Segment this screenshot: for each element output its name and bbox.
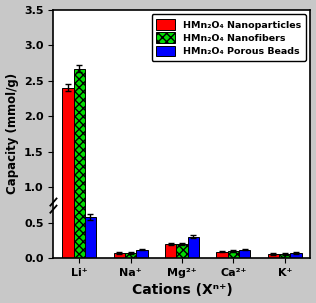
Bar (165, 244, 176, 258)
Bar (279, 254, 290, 258)
Bar (239, 250, 250, 258)
Bar (216, 252, 228, 258)
Bar (62, 88, 74, 258)
Bar (85, 217, 96, 258)
Bar (290, 253, 302, 258)
Legend: HMn₂O₄ Nanoparticles, HMn₂O₄ Nanofibers, HMn₂O₄ Porous Beads: HMn₂O₄ Nanoparticles, HMn₂O₄ Nanofibers,… (152, 14, 306, 61)
Bar (136, 250, 148, 258)
Bar (125, 253, 136, 258)
Y-axis label: Capacity (mmol/g): Capacity (mmol/g) (6, 73, 19, 195)
Bar (113, 253, 125, 258)
Bar (188, 237, 199, 258)
Bar (176, 244, 188, 258)
Bar (74, 68, 85, 258)
Bar (228, 251, 239, 258)
Bar (268, 254, 279, 258)
X-axis label: Cations (Xⁿ⁺): Cations (Xⁿ⁺) (131, 283, 232, 298)
